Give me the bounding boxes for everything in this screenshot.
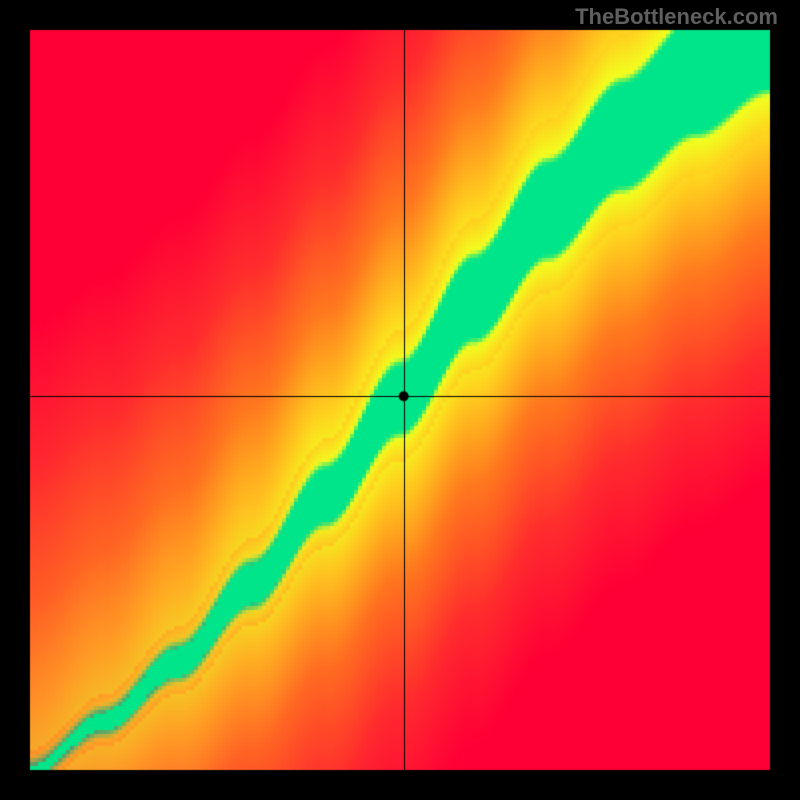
chart-container: TheBottleneck.com xyxy=(0,0,800,800)
source-watermark: TheBottleneck.com xyxy=(575,4,778,30)
bottleneck-heatmap xyxy=(0,0,800,800)
